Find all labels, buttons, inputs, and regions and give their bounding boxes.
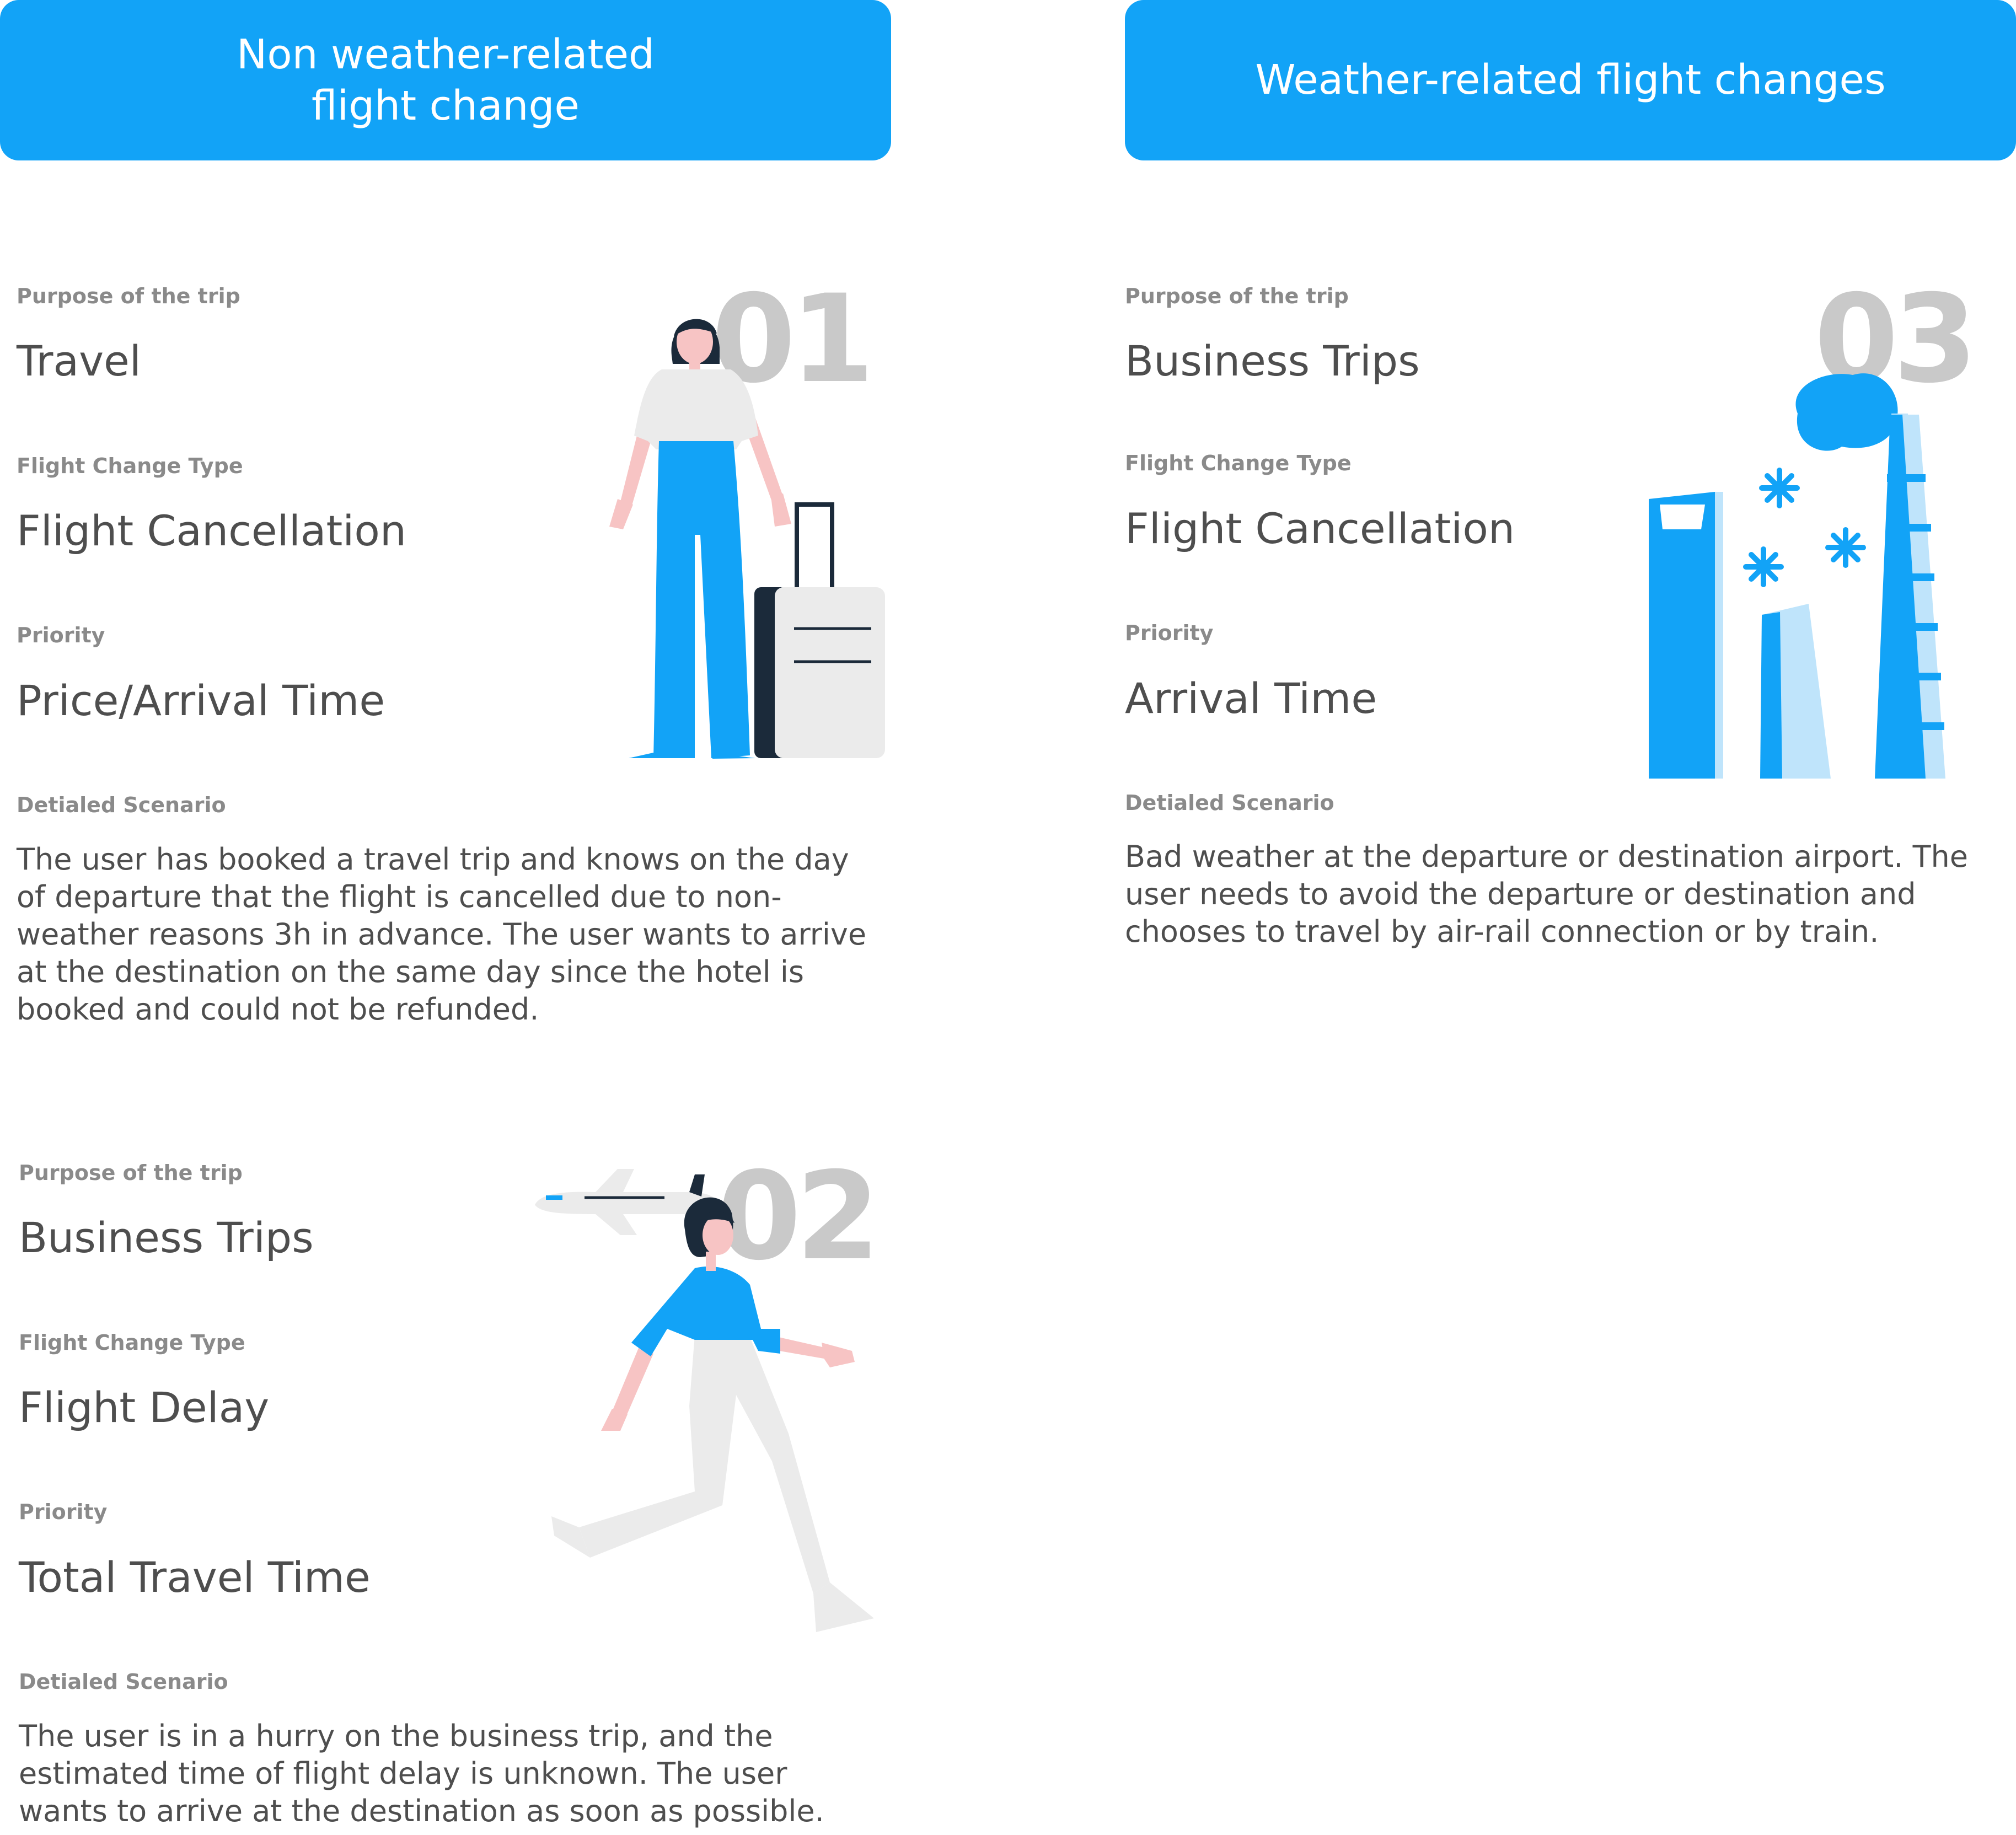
priority-value: Total Travel Time	[19, 1553, 371, 1602]
bad-weather-city-illustration	[1649, 373, 1945, 779]
flight-change-type-label: Flight Change Type	[19, 1330, 245, 1355]
header-non-weather-title: Non weather-related flight change	[236, 30, 655, 130]
scenario-card-03: Purpose of the trip Business Trips Fligh…	[1125, 276, 1996, 992]
header-weather-title: Weather-related flight changes	[1255, 56, 1886, 104]
priority-value: Arrival Time	[1125, 674, 1377, 723]
flight-change-type-label: Flight Change Type	[17, 454, 243, 478]
priority-value: Price/Arrival Time	[17, 676, 385, 725]
scenario-number-02: 02	[717, 1146, 880, 1287]
purpose-label: Purpose of the trip	[1125, 284, 1349, 308]
priority-label: Priority	[19, 1500, 108, 1524]
flight-change-type-value: Flight Delay	[19, 1383, 270, 1432]
traveler-with-suitcase-illustration	[609, 319, 885, 759]
priority-label: Priority	[1125, 621, 1214, 645]
running-traveler-with-airplane-illustration	[535, 1169, 874, 1632]
flight-change-type-value: Flight Cancellation	[1125, 504, 1515, 553]
scenario-text: The user is in a hurry on the business t…	[19, 1719, 824, 1828]
purpose-value: Travel	[17, 336, 141, 385]
scenario-label: Detialed Scenario	[17, 793, 226, 817]
purpose-label: Purpose of the trip	[17, 284, 240, 308]
scenario-card-02: Purpose of the trip Business Trips Fligh…	[19, 1152, 890, 1835]
scenario-label: Detialed Scenario	[19, 1670, 228, 1694]
flight-change-type-value: Flight Cancellation	[17, 506, 407, 555]
scenario-card-01: Purpose of the trip Travel Flight Change…	[17, 276, 888, 1037]
scenario-text: Bad weather at the departure or destinat…	[1125, 839, 1969, 949]
purpose-label: Purpose of the trip	[19, 1161, 243, 1185]
scenario-label: Detialed Scenario	[1125, 791, 1334, 815]
purpose-value: Business Trips	[1125, 336, 1420, 385]
scenario-text: The user has booked a travel trip and kn…	[17, 842, 867, 1027]
flight-change-type-label: Flight Change Type	[1125, 451, 1352, 475]
priority-label: Priority	[17, 623, 105, 647]
header-weather: Weather-related flight changes	[1125, 0, 2016, 160]
purpose-value: Business Trips	[19, 1213, 314, 1262]
header-non-weather: Non weather-related flight change	[0, 0, 891, 160]
